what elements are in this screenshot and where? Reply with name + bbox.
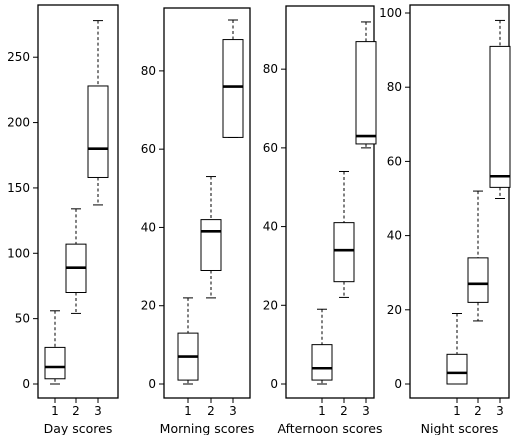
panel-3-ytick-label: 0 bbox=[270, 377, 278, 391]
panel-2-xtick-label: 2 bbox=[207, 404, 215, 418]
panel-3-ytick-label: 80 bbox=[263, 62, 278, 76]
panel-4-xtick-label: 1 bbox=[453, 404, 461, 418]
panel-2-xtick-label: 1 bbox=[184, 404, 192, 418]
panel-4-xtick-label: 2 bbox=[474, 404, 482, 418]
panel-4-ytick-label: 20 bbox=[387, 303, 402, 317]
panel-3-xtick-label: 2 bbox=[340, 404, 348, 418]
panel-4-box-3 bbox=[489, 45, 511, 188]
panel-2-box-2 bbox=[200, 219, 222, 271]
panel-1-xtick-label: 2 bbox=[72, 404, 80, 418]
panel-1-ytick-label: 100 bbox=[7, 246, 30, 260]
panel-1-box-1 bbox=[44, 346, 66, 380]
panel-3-frame bbox=[285, 5, 375, 399]
panel-1-ytick-label: 200 bbox=[7, 116, 30, 130]
panel-3-box-1 bbox=[311, 344, 333, 381]
panel-4-ytick-label: 0 bbox=[394, 377, 402, 391]
panel-2-xtick-label: 3 bbox=[229, 404, 237, 418]
panel-2-box-3 bbox=[222, 39, 244, 138]
panel-4-ytick-label: 80 bbox=[387, 80, 402, 94]
panel-3-xtick-label: 1 bbox=[318, 404, 326, 418]
panel-4-xlabel: Night scores bbox=[421, 421, 499, 435]
panel-1-ytick-label: 250 bbox=[7, 50, 30, 64]
panel-2-ytick-label: 40 bbox=[141, 220, 156, 234]
panel-3-xtick-label: 3 bbox=[362, 404, 370, 418]
panel-2-ytick-label: 0 bbox=[148, 377, 156, 391]
panel-2-frame bbox=[163, 7, 251, 399]
panel-3-ytick-label: 60 bbox=[263, 141, 278, 155]
panel-2-ytick-label: 80 bbox=[141, 64, 156, 78]
panel-4-frame bbox=[409, 4, 510, 399]
panel-3-ytick-label: 20 bbox=[263, 298, 278, 312]
panel-3-xlabel: Afternoon scores bbox=[277, 421, 382, 435]
panel-3-ytick-label: 40 bbox=[263, 220, 278, 234]
panel-1-ytick-label: 0 bbox=[22, 377, 30, 391]
panel-4-ytick-label: 100 bbox=[379, 6, 402, 20]
panel-1-ytick-label: 150 bbox=[7, 181, 30, 195]
panel-4-box-1 bbox=[446, 353, 468, 385]
panel-1-xlabel: Day scores bbox=[44, 421, 113, 435]
panel-2-ytick-label: 20 bbox=[141, 299, 156, 313]
panel-1-frame bbox=[37, 4, 119, 399]
panel-1-xtick-label: 1 bbox=[51, 404, 59, 418]
panel-3-box-3 bbox=[355, 41, 377, 145]
panel-3-box-2 bbox=[333, 222, 355, 283]
panel-2-ytick-label: 60 bbox=[141, 142, 156, 156]
panel-4-xtick-label: 3 bbox=[496, 404, 504, 418]
panel-2-xlabel: Morning scores bbox=[160, 421, 255, 435]
panel-1-xtick-label: 3 bbox=[94, 404, 102, 418]
panel-4-ytick-label: 60 bbox=[387, 154, 402, 168]
panel-4-box-2 bbox=[467, 257, 489, 303]
panel-4-ytick-label: 40 bbox=[387, 229, 402, 243]
panel-1-ytick-label: 50 bbox=[15, 312, 30, 326]
panel-1-box-3 bbox=[87, 85, 109, 178]
